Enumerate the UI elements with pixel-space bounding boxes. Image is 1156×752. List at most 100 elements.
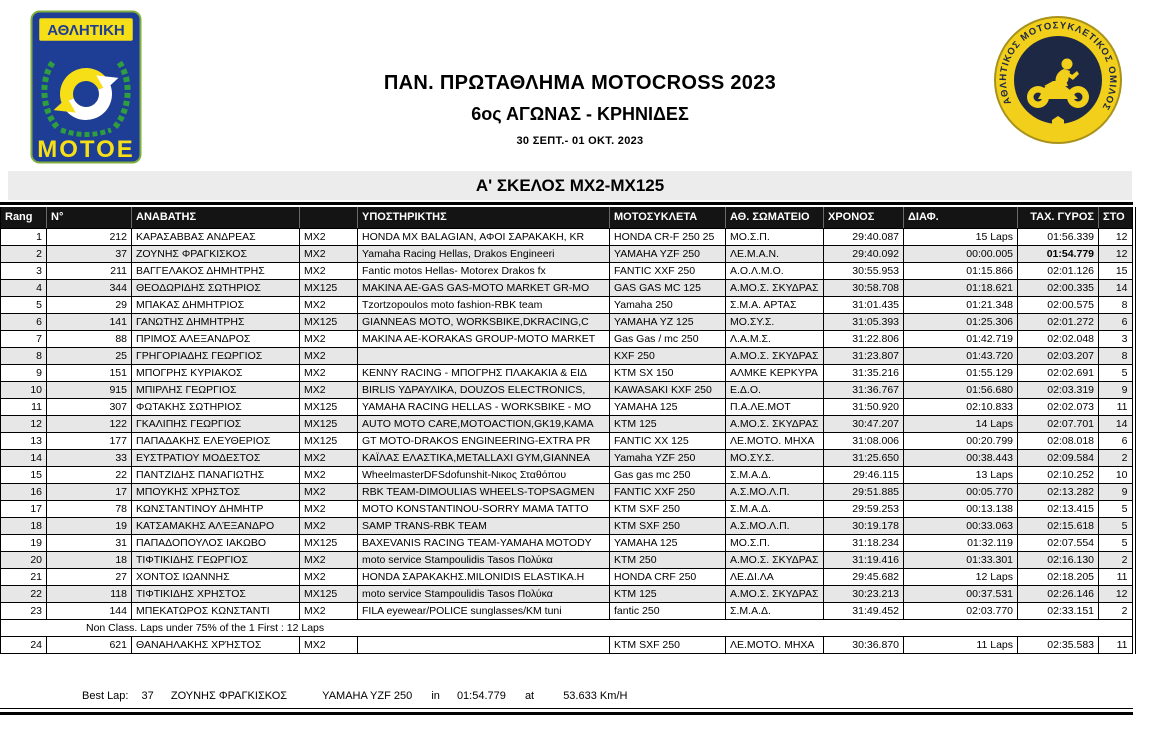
best-lap-rider: ΖΟΥΝΗΣ ΦΡΑΓΚΙΣΚΟΣ bbox=[170, 690, 288, 702]
cell-lap: 3 bbox=[1098, 330, 1134, 348]
cell-bike: KTM SXF 250 bbox=[609, 636, 726, 654]
column-header-rider: ΑΝΑΒΑΤΗΣ bbox=[131, 207, 300, 229]
cell-club: ΜΟ.ΣΥ.Σ. bbox=[725, 313, 824, 331]
result-row: 21 27 ΧΟΝΤΟΣ ΙΩΑΝΝΗΣ MX2 HONDA ΣΑΡΑΚΑΚΗΣ.MIL… bbox=[0, 568, 1134, 586]
cell-bike: Yamaha 250 bbox=[609, 296, 726, 314]
cell-rank: 15 bbox=[0, 466, 47, 484]
non-classified-note-row: Non Class. Laps under 75% of the 1 First… bbox=[0, 619, 1134, 637]
cell-rider: ΕΥΣΤΡΑΤΙΟΥ ΜΟΔΕΣΤΟΣ bbox=[131, 449, 300, 467]
cell-diff: 01:56.680 bbox=[903, 381, 1018, 399]
cell-club: ΜΟ.ΣΥ.Σ. bbox=[725, 449, 824, 467]
cell-num: 33 bbox=[46, 449, 132, 467]
cell-time: 29:40.087 bbox=[823, 228, 904, 246]
swirl-emblem-icon bbox=[53, 68, 119, 120]
result-row: 12 122 ΓΚΑΛΙΠΗΣ ΓΕΩΡΓΙΟΣ MX125 AUTO MOTO CAR… bbox=[0, 415, 1134, 433]
cell-num: 19 bbox=[46, 517, 132, 535]
cell-club: Ε.Δ.Ο. bbox=[725, 381, 824, 399]
cell-lap: 5 bbox=[1098, 500, 1134, 518]
cell-blap: 02:10.252 bbox=[1017, 466, 1099, 484]
cell-rank: 16 bbox=[0, 483, 47, 501]
cell-num: 212 bbox=[46, 228, 132, 246]
cell-cls: MX2 bbox=[299, 347, 358, 365]
cell-bike: YAMAHA 125 bbox=[609, 534, 726, 552]
column-header-bike: ΜΟΤΟΣΥΚΛΕΤΑ bbox=[609, 207, 726, 229]
cell-sponsor: FILA eyewear/POLICE sunglasses/KM tuni bbox=[357, 602, 610, 620]
cell-diff: 01:55.129 bbox=[903, 364, 1018, 382]
cell-lap: 2 bbox=[1098, 449, 1134, 467]
result-row: 22 118 ΤΙΦΤΙΚΙΔΗΣ ΧΡΗΣΤΟΣ MX125 moto service… bbox=[0, 585, 1134, 603]
cell-cls: MX2 bbox=[299, 262, 358, 280]
result-row: 23 144 ΜΠΕΚΑΤΩΡΟΣ ΚΩΝΣΤΑΝΤΙ MX2 FILA eyewear… bbox=[0, 602, 1134, 620]
cell-time: 31:25.650 bbox=[823, 449, 904, 467]
cell-rank: 5 bbox=[0, 296, 47, 314]
cell-blap: 02:15.618 bbox=[1017, 517, 1099, 535]
cell-lap: 6 bbox=[1098, 313, 1134, 331]
cell-club: Α.ΜΟ.Σ. ΣΚΥΔΡΑΣ bbox=[725, 551, 824, 569]
cell-rank: 4 bbox=[0, 279, 47, 297]
best-lap-at-word: at bbox=[524, 690, 535, 702]
results-table-body: 1 212 ΚΑΡΑΣΑΒΒΑΣ ΑΝΔΡΕΑΣ MX2 HONDA MX BALAGI… bbox=[0, 228, 1134, 654]
cell-time: 30:55.953 bbox=[823, 262, 904, 280]
cell-rank: 12 bbox=[0, 415, 47, 433]
result-row: 18 19 ΚΑΤΣΑΜΑΚΗΣ ΑΛΈΞΑΝΔΡΟ MX2 SAMP TRANS-RB… bbox=[0, 517, 1134, 535]
cell-rider: ΓΡΗΓΟΡΙΑΔΗΣ ΓΕΩΡΓΙΟΣ bbox=[131, 347, 300, 365]
cell-rank: 23 bbox=[0, 602, 47, 620]
cell-bike: YAMAHA YZ 125 bbox=[609, 313, 726, 331]
cell-cls: MX125 bbox=[299, 398, 358, 416]
result-row: 9 151 ΜΠΟΓΡΗΣ ΚΥΡΙΑΚΟΣ MX2 KENNY RACING - ΜΠ… bbox=[0, 364, 1134, 382]
motoe-logo: ΑΘΛΗΤΙΚΗ ΜΟΤΟΕ bbox=[30, 10, 142, 164]
cell-cls: MX2 bbox=[299, 602, 358, 620]
cell-cls: MX2 bbox=[299, 517, 358, 535]
result-row: 4 344 ΘΕΟΔΩΡΙΔΗΣ ΣΩΤΗΡΙΟΣ MX125 MAKINA AE-GA… bbox=[0, 279, 1134, 297]
cell-rank: 19 bbox=[0, 534, 47, 552]
cell-blap: 02:16.130 bbox=[1017, 551, 1099, 569]
cell-rider: ΓΚΑΛΙΠΗΣ ΓΕΩΡΓΙΟΣ bbox=[131, 415, 300, 433]
cell-club: ΛΕ.ΔΙ.ΛΑ bbox=[725, 568, 824, 586]
cell-lap: 9 bbox=[1098, 483, 1134, 501]
cell-sponsor: MOTO KONSTANTINOU-SORRY MAMA TATTO bbox=[357, 500, 610, 518]
cell-sponsor: WheelmasterDFSdofunshit-Νικος Σταθόπου bbox=[357, 466, 610, 484]
club-badge: ΑΘΛΗΤΙΚΟΣ ΜΟΤΟΣΥΚΛΕΤΙΚΟΣ ΟΜΙΛΟΣ ΚΡΗΝΙΔΩΝ bbox=[988, 4, 1124, 150]
cell-lap: 5 bbox=[1098, 364, 1134, 382]
cell-lap: 6 bbox=[1098, 432, 1134, 450]
best-lap-label: Best Lap: bbox=[82, 690, 129, 702]
cell-time: 31:18.234 bbox=[823, 534, 904, 552]
cell-bike: HONDA CRF 250 bbox=[609, 568, 726, 586]
cell-time: 29:51.885 bbox=[823, 483, 904, 501]
cell-rider: ΠΑΠΑΔΟΠΟΥΛΟΣ ΙΑΚΩΒΟ bbox=[131, 534, 300, 552]
cell-sponsor: RBK TEAM-DIMOULIAS WHEELS-TOPSAGMEN bbox=[357, 483, 610, 501]
cell-club: ΛΕ.Μ.Α.Ν. bbox=[725, 245, 824, 263]
badge-bottom-emblem-icon bbox=[1052, 116, 1064, 130]
cell-rider: ΘΕΟΔΩΡΙΔΗΣ ΣΩΤΗΡΙΟΣ bbox=[131, 279, 300, 297]
cell-cls: MX2 bbox=[299, 500, 358, 518]
best-lap-number: 37 bbox=[141, 690, 154, 702]
cell-cls: MX125 bbox=[299, 534, 358, 552]
cell-club: Σ.Μ.Α.Δ. bbox=[725, 466, 824, 484]
cell-sponsor: ΚΑΪΛΑΣ ΕΛΑΣΤΙΚΑ,METALLAXI GYM,GIANNEA bbox=[357, 449, 610, 467]
cell-blap: 02:02.048 bbox=[1017, 330, 1099, 348]
cell-num: 37 bbox=[46, 245, 132, 263]
cell-rank: 21 bbox=[0, 568, 47, 586]
cell-bike: FANTIC XXF 250 bbox=[609, 483, 726, 501]
cell-club: ΛΕ.ΜΟΤΟ. ΜΗΧΑ bbox=[725, 636, 824, 654]
cell-lap: 5 bbox=[1098, 534, 1134, 552]
column-header-cls bbox=[299, 207, 358, 229]
cell-club: Α.ΜΟ.Σ. ΣΚΥΔΡΑΣ bbox=[725, 347, 824, 365]
cell-num: 18 bbox=[46, 551, 132, 569]
cell-bike: KTM 125 bbox=[609, 415, 726, 433]
cell-rank: 11 bbox=[0, 398, 47, 416]
cell-rider: ΒΑΓΓΕΛΑΚΟΣ ΔΗΜΗΤΡΗΣ bbox=[131, 262, 300, 280]
cell-blap: 02:18.205 bbox=[1017, 568, 1099, 586]
result-row: 5 29 ΜΠΑΚΑΣ ΔΗΜΗΤΡΙΟΣ MX2 Tzortzopoulos moto… bbox=[0, 296, 1134, 314]
cell-rider: ΠΑΠΑΔΑΚΗΣ ΕΛΕΥΘΕΡΙΟΣ bbox=[131, 432, 300, 450]
result-row: 11 307 ΦΩΤΑΚΗΣ ΣΩΤΗΡΙΟΣ MX125 YAMAHA RACING … bbox=[0, 398, 1134, 416]
non-classified-note: Non Class. Laps under 75% of the 1 First… bbox=[0, 619, 1134, 637]
cell-diff: 11 Laps bbox=[903, 636, 1018, 654]
cell-rider: ΚΩΝΣΤΑΝΤΙΝΟΥ ΔΗΜΗΤΡ bbox=[131, 500, 300, 518]
cell-diff: 01:43.720 bbox=[903, 347, 1018, 365]
cell-bike: Gas Gas / mc 250 bbox=[609, 330, 726, 348]
cell-diff: 13 Laps bbox=[903, 466, 1018, 484]
cell-lap: 11 bbox=[1098, 568, 1134, 586]
cell-time: 31:22.806 bbox=[823, 330, 904, 348]
cell-bike: KTM SX 150 bbox=[609, 364, 726, 382]
